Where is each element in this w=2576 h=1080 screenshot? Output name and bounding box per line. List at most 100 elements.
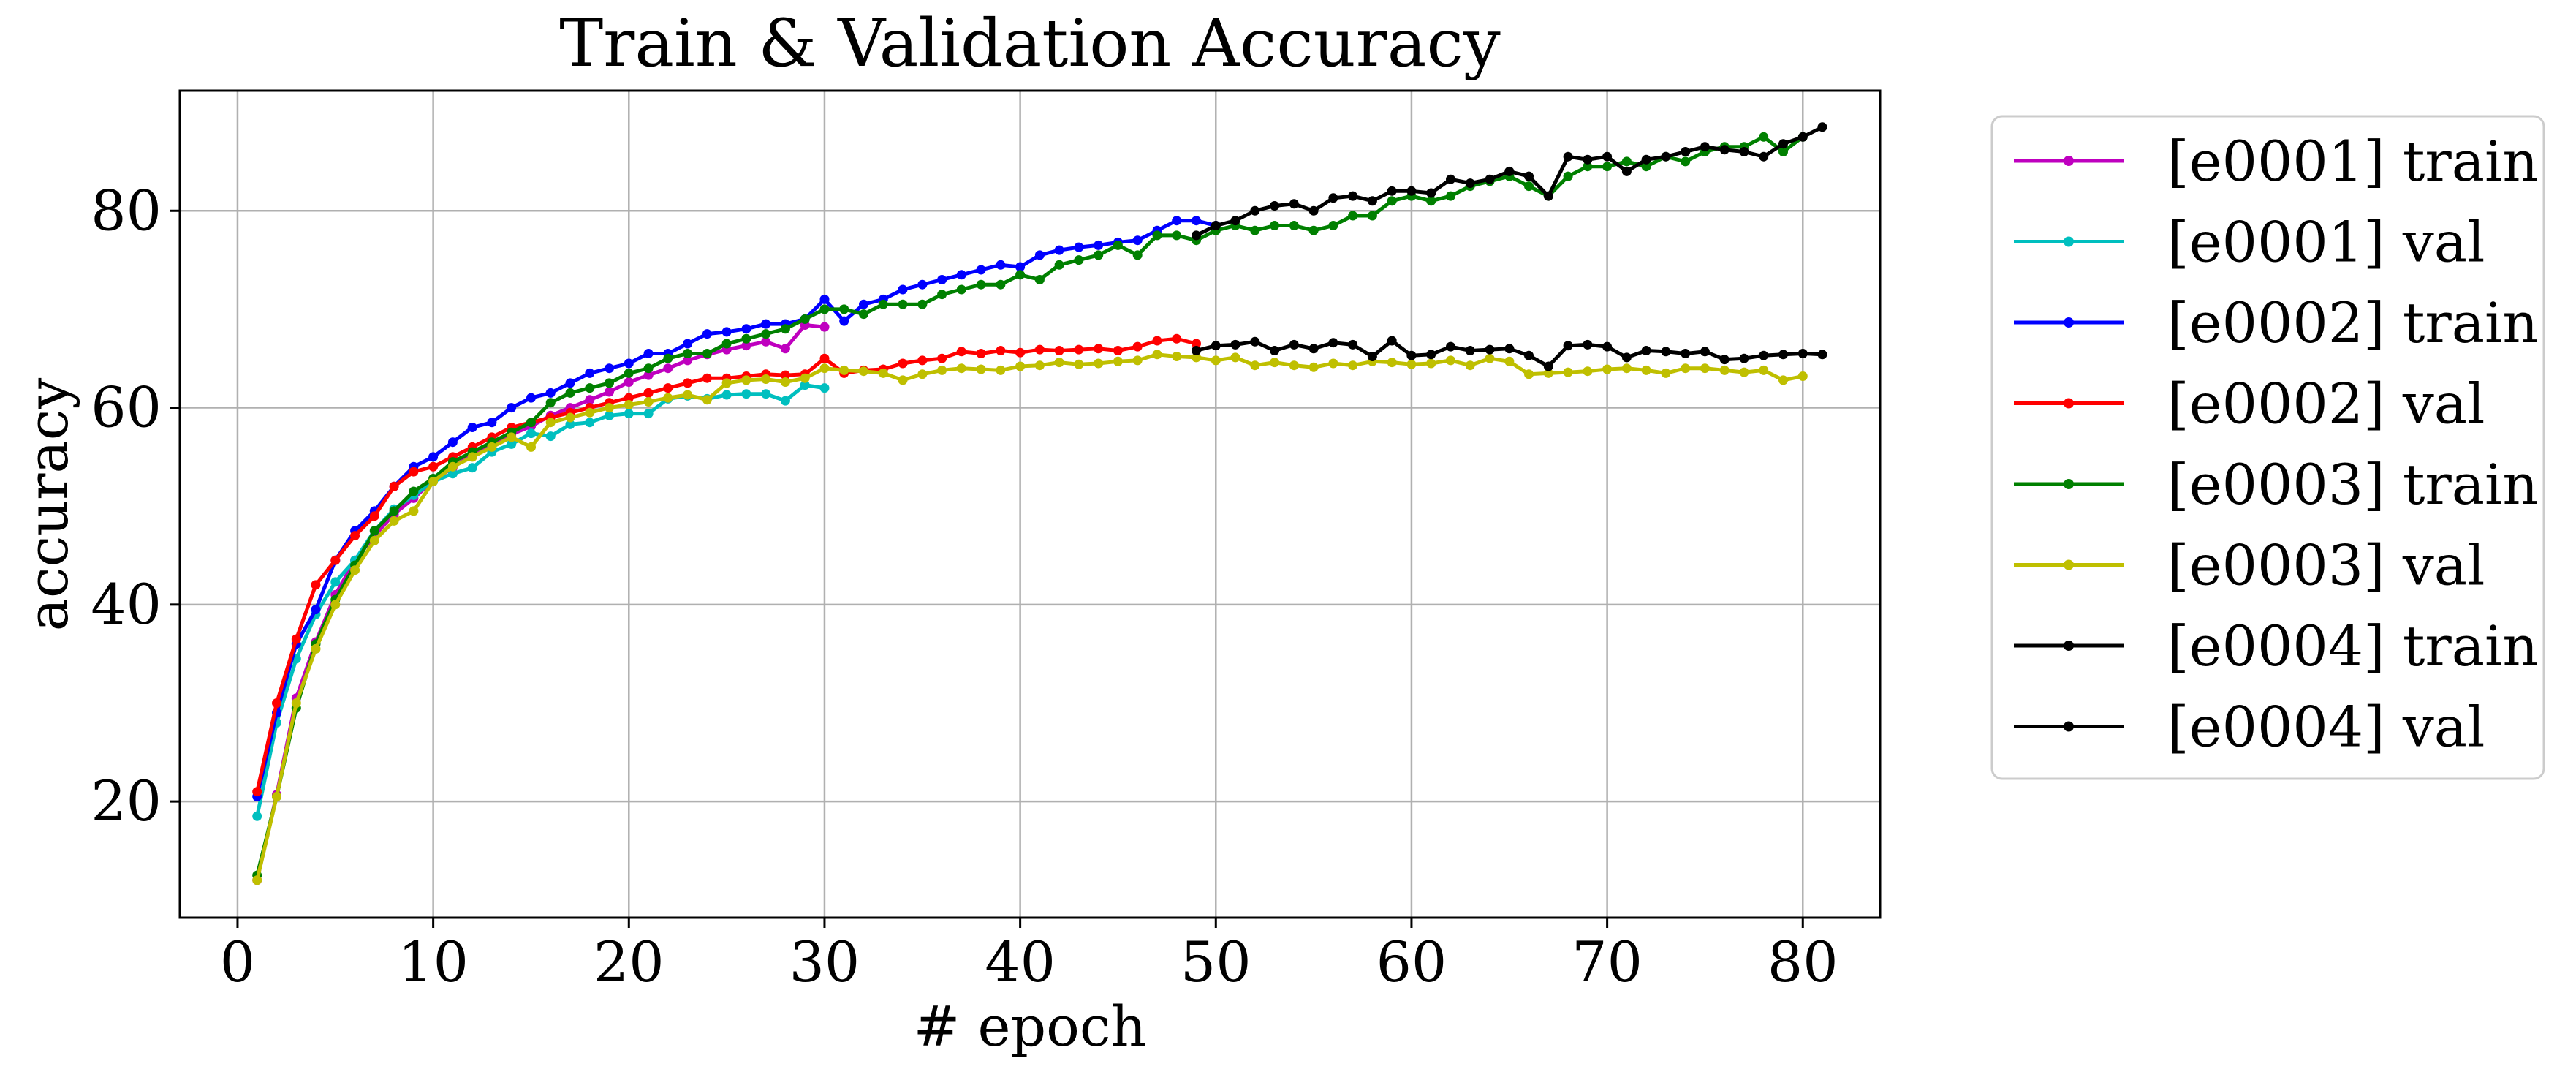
data-point — [428, 477, 439, 486]
data-point — [643, 397, 654, 407]
data-point — [565, 412, 575, 423]
data-point — [1426, 358, 1436, 369]
data-point — [859, 299, 868, 309]
data-point — [1700, 347, 1710, 357]
legend-label: [e0002] val — [2167, 371, 2485, 437]
data-point — [741, 375, 751, 385]
data-point — [1250, 360, 1260, 371]
data-point — [369, 511, 379, 521]
data-point — [996, 346, 1006, 355]
x-tick-label: 10 — [398, 929, 469, 994]
data-point — [1230, 216, 1240, 226]
x-tick-label: 60 — [1376, 929, 1447, 994]
data-point — [878, 368, 888, 378]
data-point — [624, 400, 634, 409]
legend-item: [e0002] train — [2014, 290, 2538, 355]
legend-label: [e0004] train — [2167, 613, 2538, 679]
data-point — [507, 403, 517, 413]
data-point — [526, 418, 536, 428]
data-point — [389, 516, 399, 526]
data-point — [1426, 188, 1436, 198]
data-point — [605, 387, 614, 397]
data-point — [1583, 339, 1593, 350]
legend-items: [e0001] train [e0001] val [e0002] train [e0… — [2014, 129, 2538, 760]
data-point — [1485, 353, 1495, 363]
plot-frame — [178, 89, 1882, 919]
data-point — [1034, 275, 1045, 284]
data-point — [643, 370, 654, 380]
data-point — [1817, 122, 1827, 132]
data-point — [976, 349, 986, 358]
data-point — [937, 290, 947, 300]
data-point — [683, 349, 693, 358]
grid — [180, 91, 1880, 918]
data-point — [1719, 365, 1730, 375]
data-point — [721, 378, 732, 388]
y-tick-label: 20 — [91, 769, 162, 834]
data-point — [761, 374, 771, 384]
data-point — [1719, 355, 1730, 365]
data-point — [1348, 211, 1358, 221]
data-point — [1700, 363, 1710, 374]
data-point — [1211, 355, 1221, 366]
data-point — [683, 339, 693, 349]
data-point — [1583, 366, 1593, 377]
data-point — [1192, 352, 1201, 363]
data-point — [956, 284, 966, 295]
data-point — [624, 409, 634, 419]
data-point — [839, 304, 849, 314]
data-point — [1485, 174, 1495, 184]
data-point — [1172, 333, 1182, 344]
data-point — [1504, 166, 1515, 176]
data-point — [272, 698, 281, 708]
data-point — [1034, 360, 1045, 371]
data-point — [1113, 240, 1123, 250]
data-point — [1759, 365, 1769, 375]
data-point — [1602, 151, 1613, 162]
data-point — [1054, 346, 1064, 355]
data-point — [1504, 344, 1515, 354]
data-point — [1074, 359, 1084, 369]
data-point — [565, 378, 575, 388]
data-point — [389, 506, 399, 516]
data-point — [330, 577, 341, 587]
data-point — [311, 605, 321, 615]
data-point — [350, 531, 360, 541]
data-point — [643, 363, 654, 374]
data-point — [1524, 171, 1534, 181]
legend-marker — [2064, 559, 2074, 570]
data-point — [1797, 349, 1808, 358]
data-point — [819, 383, 830, 393]
data-point — [1348, 360, 1358, 371]
data-point — [1446, 341, 1455, 352]
data-point — [1465, 360, 1475, 371]
legend-marker — [2064, 479, 2074, 489]
data-point — [1054, 245, 1064, 255]
y-tick-label: 60 — [91, 375, 162, 440]
data-point — [1015, 262, 1026, 272]
data-point — [565, 388, 575, 398]
data-point — [467, 463, 477, 473]
legend-item: [e0003] val — [2014, 533, 2485, 598]
data-point — [643, 409, 654, 419]
data-point — [1094, 240, 1104, 250]
data-point — [624, 358, 634, 369]
data-point — [917, 369, 928, 379]
data-point — [917, 355, 928, 366]
data-point — [996, 260, 1006, 270]
data-point — [702, 373, 712, 383]
data-point — [1426, 196, 1436, 206]
x-tick-label: 30 — [789, 929, 860, 994]
data-point — [683, 378, 693, 388]
data-point — [702, 349, 712, 358]
data-point — [526, 442, 536, 452]
data-point — [447, 469, 458, 479]
data-point — [1681, 147, 1691, 156]
axis-ticks: 0 10 20 30 40 50 60 70 80 20 40 60 80 — [91, 178, 1838, 994]
data-point — [780, 324, 790, 334]
data-point — [1621, 363, 1632, 374]
data-point — [819, 322, 830, 332]
data-point — [1074, 344, 1084, 355]
data-point — [1543, 191, 1553, 201]
plot-series — [252, 122, 1827, 885]
